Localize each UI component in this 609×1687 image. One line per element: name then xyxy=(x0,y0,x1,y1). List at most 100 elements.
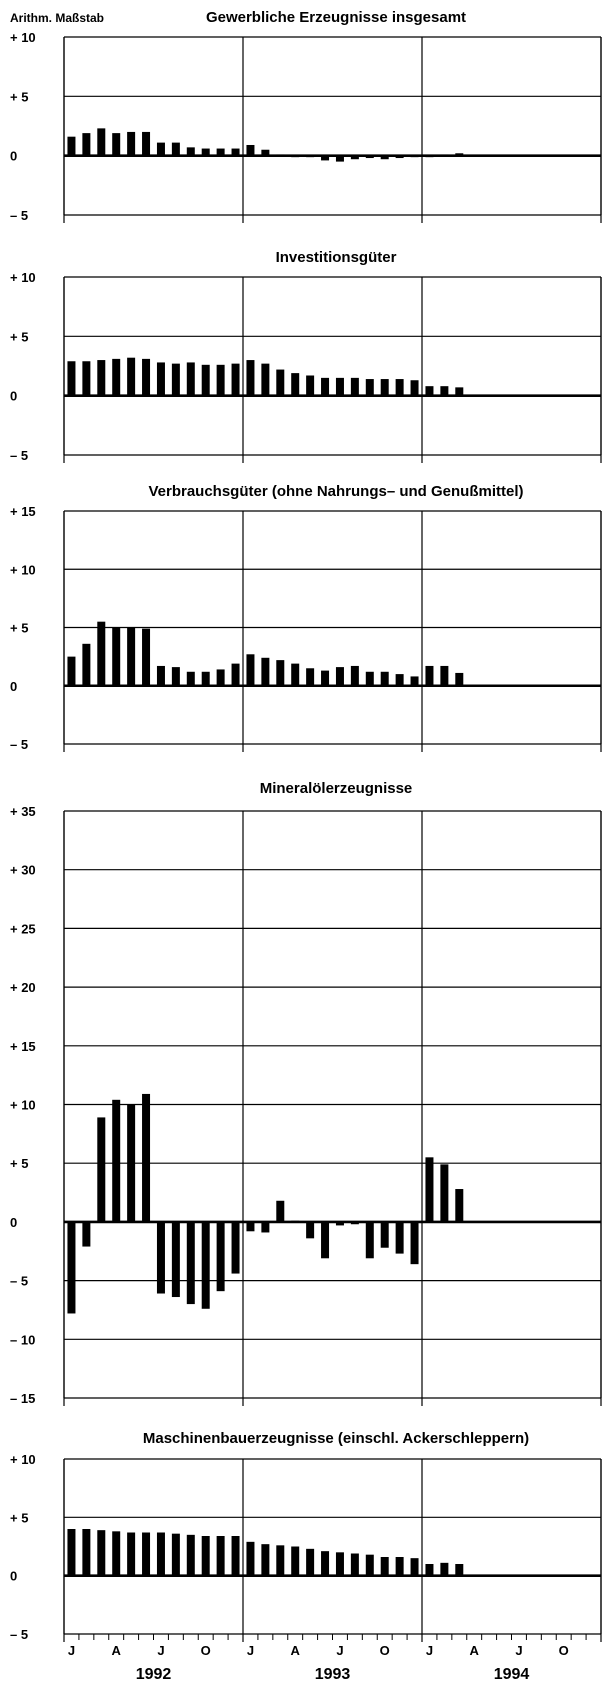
bar xyxy=(231,663,240,686)
y-tick-label: + 10 xyxy=(10,562,36,577)
bar xyxy=(67,1221,76,1314)
y-tick-label: + 10 xyxy=(10,1098,36,1113)
bar xyxy=(291,663,300,686)
bar xyxy=(142,1532,151,1576)
month-label: O xyxy=(201,1643,211,1658)
bar xyxy=(201,671,210,686)
y-tick-label: – 15 xyxy=(10,1391,35,1406)
bar xyxy=(231,148,240,156)
bar xyxy=(82,133,91,156)
bar xyxy=(127,357,136,396)
y-tick-label: + 35 xyxy=(10,804,36,819)
chart-title: Gewerbliche Erzeugnisse insgesamt xyxy=(206,9,466,26)
bar xyxy=(97,1117,106,1222)
bar xyxy=(365,1221,374,1259)
bar xyxy=(142,131,151,156)
bar xyxy=(395,1557,404,1576)
y-tick-label: 0 xyxy=(10,1569,17,1584)
month-label: A xyxy=(470,1643,480,1658)
bar xyxy=(350,377,359,396)
bar xyxy=(306,1221,315,1239)
bar xyxy=(112,1531,121,1576)
bar xyxy=(276,154,285,156)
y-tick-label: – 5 xyxy=(10,448,28,463)
bar xyxy=(201,148,210,156)
bar xyxy=(306,1548,315,1576)
bar xyxy=(246,360,255,396)
bar xyxy=(365,671,374,686)
y-tick-label: + 5 xyxy=(10,89,28,104)
bar xyxy=(425,1564,434,1576)
month-label: A xyxy=(112,1643,122,1658)
bar xyxy=(410,676,419,686)
bar xyxy=(365,1554,374,1576)
bar xyxy=(186,362,195,396)
bar xyxy=(127,1532,136,1576)
bar xyxy=(156,1532,165,1576)
bar xyxy=(216,1536,225,1576)
bar xyxy=(112,627,121,686)
bar xyxy=(365,155,374,159)
bar xyxy=(276,1200,285,1222)
bar xyxy=(142,358,151,396)
y-tick-label: – 5 xyxy=(10,737,28,752)
y-tick-label: 0 xyxy=(10,149,17,164)
month-label: J xyxy=(157,1643,164,1658)
bar xyxy=(321,670,330,686)
bar xyxy=(380,1557,389,1576)
bar xyxy=(246,1221,255,1232)
bar xyxy=(171,667,180,686)
chart-title: Verbrauchsgüter (ohne Nahrungs– und Genu… xyxy=(148,483,523,500)
chart-title: Mineralölerzeugnisse xyxy=(260,780,413,797)
bar xyxy=(67,1529,76,1576)
bar xyxy=(276,369,285,396)
month-label: A xyxy=(291,1643,301,1658)
bar xyxy=(350,1553,359,1576)
bar xyxy=(455,387,464,396)
bar xyxy=(410,1558,419,1576)
bar xyxy=(156,362,165,396)
bar xyxy=(395,379,404,396)
bar xyxy=(291,1546,300,1576)
bar xyxy=(171,142,180,156)
bar xyxy=(156,142,165,156)
bar xyxy=(127,627,136,686)
bar xyxy=(216,669,225,686)
chart-title: Maschinenbauerzeugnisse (einschl. Ackers… xyxy=(143,1430,529,1447)
bar xyxy=(410,155,419,158)
bar xyxy=(395,674,404,686)
bar xyxy=(291,155,300,158)
bar xyxy=(440,1164,449,1222)
year-label: 1994 xyxy=(494,1666,530,1683)
y-tick-label: + 5 xyxy=(10,329,28,344)
bar xyxy=(350,1221,359,1225)
bar xyxy=(321,1221,330,1259)
bar xyxy=(335,155,344,162)
month-label: J xyxy=(336,1643,343,1658)
bar xyxy=(455,153,464,156)
bar xyxy=(425,155,434,158)
bar xyxy=(306,375,315,396)
bar xyxy=(276,1545,285,1576)
bar xyxy=(67,136,76,156)
chart-title: Investitionsgüter xyxy=(276,249,397,266)
bar xyxy=(380,671,389,686)
bar xyxy=(171,1221,180,1298)
bar xyxy=(365,379,374,396)
bar xyxy=(261,657,270,686)
month-label: O xyxy=(559,1643,569,1658)
y-tick-label: – 5 xyxy=(10,1627,28,1642)
bar xyxy=(261,149,270,156)
month-label: J xyxy=(68,1643,75,1658)
bar xyxy=(261,1221,270,1233)
bar xyxy=(425,1157,434,1222)
bar xyxy=(97,360,106,396)
bar xyxy=(440,386,449,396)
y-tick-label: + 15 xyxy=(10,1039,36,1054)
bar xyxy=(321,155,330,161)
bar xyxy=(112,1099,121,1222)
bar xyxy=(156,665,165,686)
bar xyxy=(216,364,225,396)
month-label: J xyxy=(515,1643,522,1658)
month-label: J xyxy=(247,1643,254,1658)
